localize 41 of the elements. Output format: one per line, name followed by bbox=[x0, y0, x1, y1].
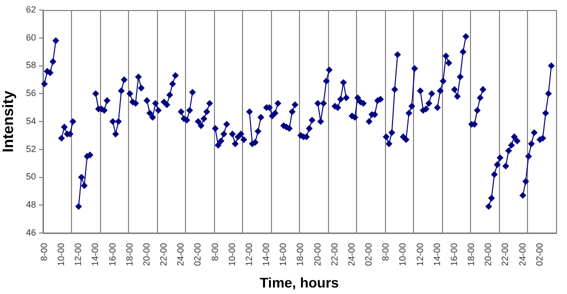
y-tick-label: 56 bbox=[26, 88, 36, 98]
y-axis-title: Intensity bbox=[0, 90, 18, 152]
y-tick-label: 62 bbox=[26, 4, 36, 14]
x-tick-label: 18-00 bbox=[124, 243, 134, 266]
x-tick-label: 22-00 bbox=[329, 243, 340, 266]
x-tick-label: 14-00 bbox=[432, 243, 442, 266]
x-tick-label: 22-00 bbox=[158, 243, 169, 266]
x-tick-label: 20-00 bbox=[483, 243, 494, 266]
x-tick-label: 02-00 bbox=[534, 243, 544, 266]
x-tick-label: 18-00 bbox=[295, 243, 306, 266]
x-tick-label: 16-00 bbox=[448, 243, 459, 266]
x-tick-label: 10-00 bbox=[56, 243, 66, 266]
x-tick-label: 24-00 bbox=[517, 243, 528, 266]
x-tick-label: 02-00 bbox=[364, 243, 374, 266]
y-tick-label: 46 bbox=[26, 227, 36, 238]
x-tick-label: 20-00 bbox=[141, 243, 152, 266]
x-axis-title: Time, hours bbox=[260, 274, 340, 290]
y-tick-label: 58 bbox=[26, 60, 36, 70]
x-tick-label: 16-00 bbox=[107, 243, 118, 266]
x-tick-label: 8-00 bbox=[38, 243, 49, 262]
y-tick-label: 54 bbox=[26, 116, 36, 126]
x-tick-label: 10-00 bbox=[398, 243, 408, 266]
x-tick-label: 02-00 bbox=[192, 243, 203, 266]
y-tick-label: 48 bbox=[26, 200, 36, 210]
y-tick-label: 52 bbox=[26, 144, 36, 154]
x-tick-label: 24-00 bbox=[346, 243, 356, 266]
x-tick-label: 12-00 bbox=[414, 243, 425, 266]
x-tick-label: 12-00 bbox=[244, 243, 254, 266]
x-tick-label: 8-00 bbox=[210, 243, 220, 262]
y-tick-label: 60 bbox=[26, 32, 36, 42]
x-tick-label: 18-00 bbox=[466, 243, 476, 266]
x-tick-label: 20-00 bbox=[312, 243, 322, 266]
y-tick-label: 50 bbox=[26, 172, 36, 182]
x-tick-label: 14-00 bbox=[90, 243, 100, 266]
x-tick-label: 8-00 bbox=[380, 243, 391, 262]
x-tick-label: 24-00 bbox=[176, 243, 186, 266]
x-tick-label: 10-00 bbox=[226, 243, 237, 266]
x-tick-label: 14-00 bbox=[261, 243, 272, 266]
x-tick-label: 12-00 bbox=[73, 243, 84, 266]
x-tick-label: 16-00 bbox=[278, 243, 288, 266]
x-tick-label: 22-00 bbox=[500, 243, 510, 266]
